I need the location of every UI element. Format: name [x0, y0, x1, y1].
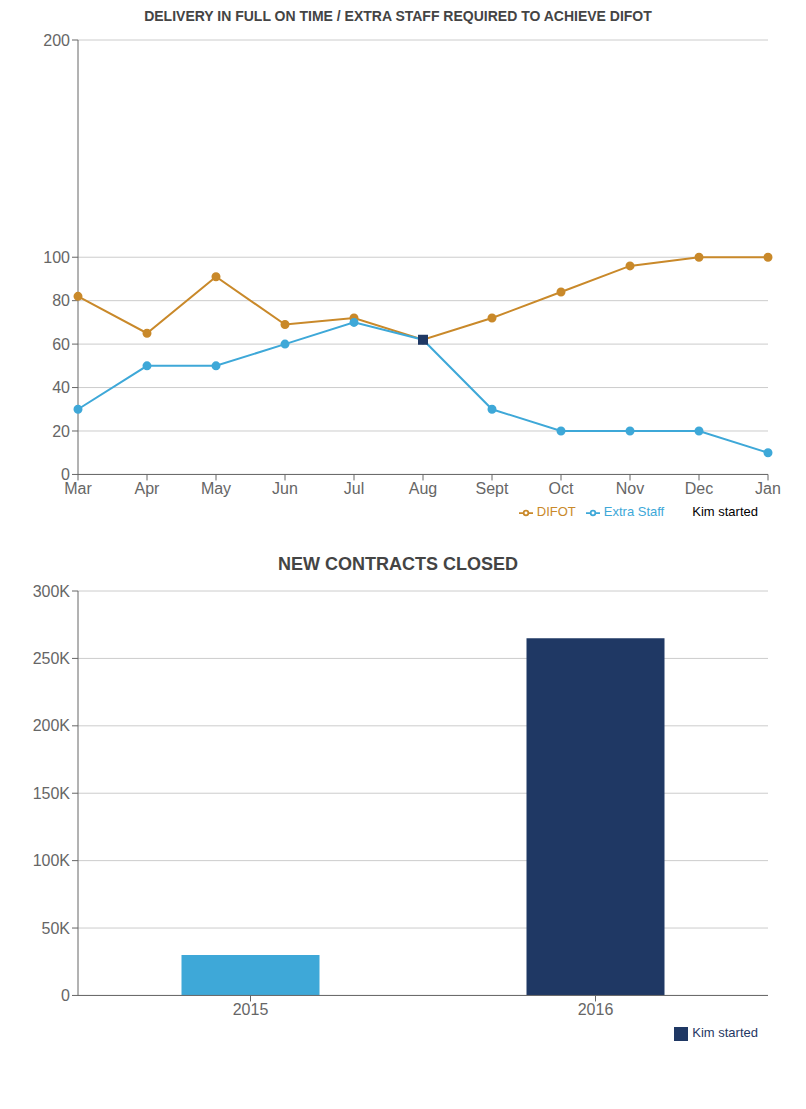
- svg-text:300K: 300K: [33, 583, 71, 600]
- svg-text:150K: 150K: [33, 785, 71, 802]
- svg-text:200K: 200K: [33, 717, 71, 734]
- svg-text:0: 0: [61, 987, 70, 1004]
- svg-text:Jun: Jun: [272, 480, 298, 497]
- svg-text:2016: 2016: [578, 1001, 614, 1018]
- svg-text:100K: 100K: [33, 852, 71, 869]
- svg-text:Jan: Jan: [755, 480, 781, 497]
- svg-text:50K: 50K: [42, 920, 71, 937]
- svg-text:Oct: Oct: [549, 480, 574, 497]
- svg-text:250K: 250K: [33, 650, 71, 667]
- svg-text:May: May: [201, 480, 231, 497]
- html-text:DIFOT: DIFOT: [536, 504, 576, 520]
- svg-text:2015: 2015: [233, 1001, 269, 1018]
- html-text:NEW CONTRACTS CLOSED: NEW CONTRACTS CLOSED: [278, 554, 518, 574]
- svg-text:20: 20: [52, 423, 70, 440]
- svg-text:Mar: Mar: [64, 479, 92, 497]
- svg-text:Apr: Apr: [135, 480, 161, 497]
- svg-text:Dec: Dec: [685, 480, 713, 497]
- html-text:DELIVERY IN FULL ON TIME / EXT: DELIVERY IN FULL ON TIME / EXTRA STAFF R…: [144, 8, 652, 24]
- svg-text:0: 0: [61, 466, 70, 483]
- svg-text:40: 40: [52, 379, 70, 396]
- html-text:Kim started: Kim started: [692, 1025, 758, 1041]
- html-text:Kim started: Kim started: [692, 504, 758, 520]
- svg-text:100: 100: [43, 249, 70, 266]
- svg-text:Aug: Aug: [409, 480, 437, 497]
- svg-text:Jul: Jul: [344, 480, 364, 497]
- svg-text:Sept: Sept: [476, 480, 509, 497]
- svg-text:Nov: Nov: [616, 480, 644, 497]
- svg-text:60: 60: [52, 336, 70, 353]
- html-text:Extra Staff: Extra Staff: [603, 504, 665, 520]
- svg-text:200: 200: [43, 32, 70, 49]
- svg-text:80: 80: [52, 292, 70, 309]
